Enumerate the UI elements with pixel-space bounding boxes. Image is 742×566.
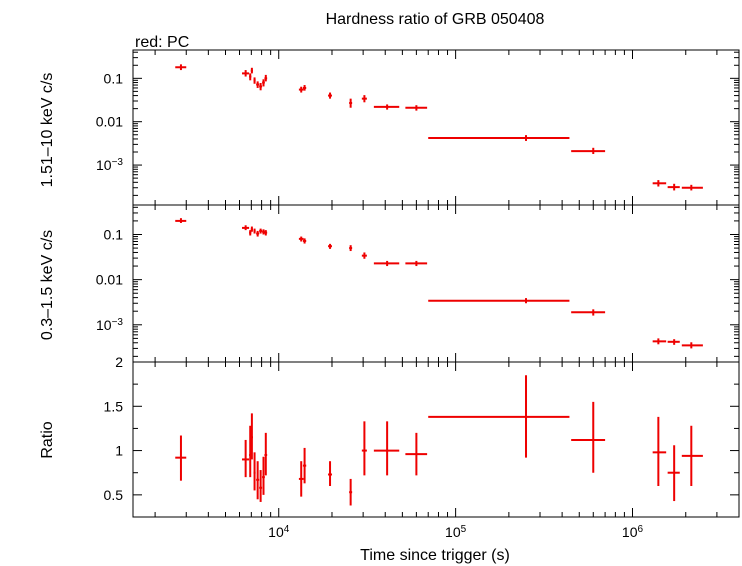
data-point (256, 81, 260, 88)
data-point (428, 135, 570, 141)
data-point (264, 230, 268, 236)
data-point (298, 461, 304, 497)
panel-soft-band: 0.1 0.01 10−3 (96, 204, 740, 363)
data-point (405, 105, 428, 111)
panel-frame (132, 361, 740, 518)
data-point (256, 230, 260, 237)
data-point (302, 85, 307, 91)
data-point (175, 435, 187, 481)
data-point (249, 73, 252, 81)
panel-frame (132, 204, 740, 363)
data-point (175, 218, 187, 223)
x-tick-label: 104 (268, 524, 290, 541)
panel-hard-band: 0.1 0.01 10−3 (96, 49, 740, 206)
data-point (349, 98, 353, 108)
data-point (428, 298, 570, 304)
data-point (571, 147, 606, 154)
data-point (361, 252, 367, 259)
data-point (250, 413, 253, 460)
data-point (298, 86, 304, 93)
y-tick-label: 0.1 (104, 70, 124, 86)
data-point (405, 432, 428, 476)
data-point (175, 64, 187, 71)
data-point (242, 225, 250, 231)
data-point (259, 83, 263, 91)
x-tick-label: 105 (445, 524, 467, 541)
legend-note: red: PC (135, 34, 189, 51)
data-point (302, 447, 307, 484)
panel-frame (132, 49, 740, 206)
data-point (262, 456, 265, 495)
data-point (250, 67, 253, 74)
data-point (264, 74, 268, 82)
data-point (253, 228, 256, 234)
data-point (349, 478, 353, 506)
data-point (262, 229, 265, 235)
data-point (361, 421, 367, 476)
data-point (667, 339, 680, 345)
data-point (349, 245, 353, 252)
data-point (571, 309, 606, 316)
data-point (681, 184, 703, 191)
data-point (253, 452, 256, 491)
data-point (259, 470, 263, 502)
y-axis-label-soft: 0.3–1.5 keV c/s (39, 230, 56, 340)
y-tick-label: 10−3 (96, 157, 123, 174)
data-point (249, 230, 252, 236)
y-tick-label: 2 (115, 354, 123, 370)
data-point (298, 236, 304, 242)
x-axis-label: Time since trigger (s) (360, 547, 510, 564)
x-axis-tick-labels: 104 105 106 (268, 524, 643, 541)
data-point (328, 92, 332, 99)
panel-ratio: 2 1.5 1 0.5 (104, 354, 740, 518)
data-point (253, 77, 256, 84)
y-tick-label: 0.01 (96, 114, 123, 130)
data-point (667, 183, 680, 191)
data-point (405, 260, 428, 267)
data-point (373, 260, 400, 267)
y-tick-label: 0.01 (96, 272, 123, 288)
data-point (328, 243, 332, 249)
data-point (571, 401, 606, 473)
data-point (242, 70, 250, 77)
data-point (262, 79, 265, 87)
chart-title: Hardness ratio of GRB 050408 (326, 11, 545, 28)
data-point (373, 104, 400, 110)
data-point (652, 416, 667, 486)
y-tick-label: 0.1 (104, 226, 124, 242)
y-axis-label-ratio: Ratio (39, 421, 56, 458)
y-tick-label: 1.5 (104, 398, 124, 414)
data-point (259, 228, 263, 234)
data-point (302, 238, 307, 244)
data-point (428, 375, 570, 458)
data-point (652, 338, 667, 345)
y-tick-label: 1 (115, 443, 123, 459)
data-point (256, 461, 260, 500)
data-point (652, 180, 667, 187)
y-axis-label-hard: 1.51–10 keV c/s (39, 73, 56, 188)
data-point (373, 421, 400, 476)
data-point (361, 95, 367, 103)
data-point (250, 226, 253, 232)
y-tick-label: 0.5 (104, 487, 124, 503)
data-point (328, 461, 332, 486)
data-point (681, 425, 703, 486)
data-point (681, 342, 703, 349)
data-point (667, 445, 680, 502)
data-point (242, 439, 250, 478)
x-tick-label: 106 (622, 524, 644, 541)
y-tick-label: 10−3 (96, 316, 123, 333)
data-point (264, 432, 268, 476)
